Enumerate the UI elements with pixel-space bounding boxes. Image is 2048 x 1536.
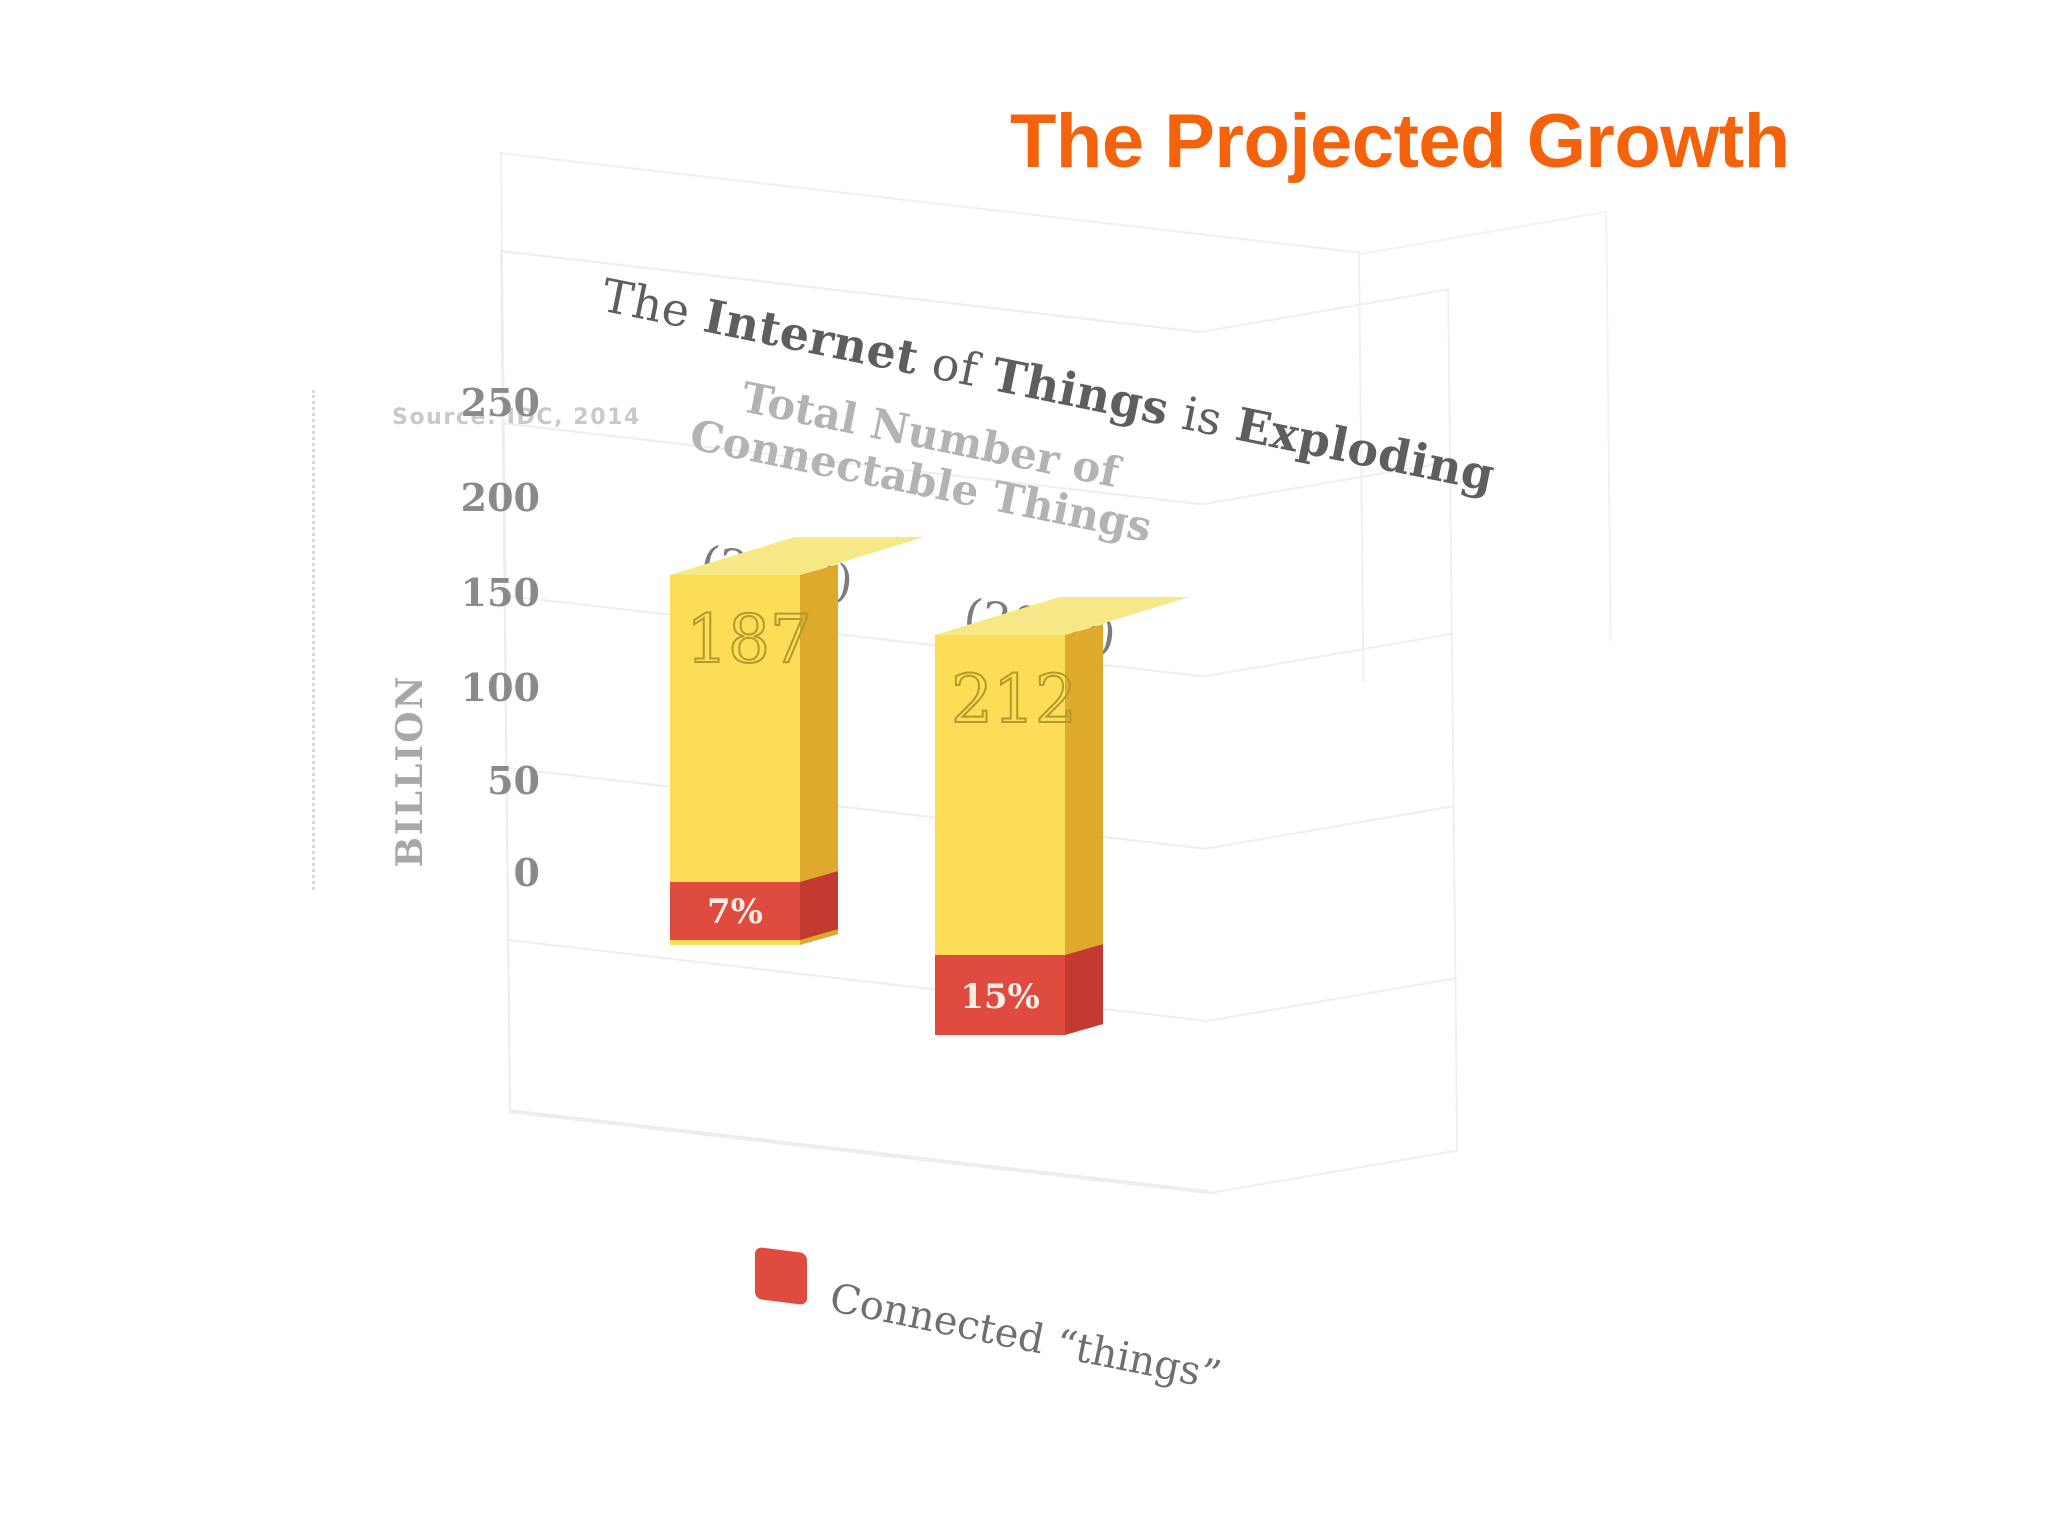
y-tick-150: 150 xyxy=(460,570,540,615)
y-tick-0: 0 xyxy=(513,850,540,895)
bar-2020-value-label: 212 xyxy=(950,660,1078,739)
bar-2013-connected-front xyxy=(670,882,800,940)
y-tick-100: 100 xyxy=(460,665,540,710)
bar-2013-connected-pct-label: 7% xyxy=(707,892,763,932)
bar-2013-connected-side xyxy=(800,871,838,940)
bar-2013-value-label: 187 xyxy=(685,600,813,679)
bar-2020-connected: 15% xyxy=(935,944,1103,1035)
y-tick-250: 250 xyxy=(460,380,540,425)
bar-2013-connected: 7% xyxy=(670,871,838,940)
bar-2020-connected-pct-label: 15% xyxy=(960,977,1040,1017)
axis-dotted-rule xyxy=(312,390,315,890)
y-tick-200: 200 xyxy=(460,475,540,520)
legend-label-connected-things: Connected “things” xyxy=(825,1275,1225,1400)
legend-swatch-connected-things xyxy=(755,1246,807,1306)
bar-2020-connected-front xyxy=(935,955,1065,1035)
page-title: The Projected Growth xyxy=(1010,99,1790,184)
bar-2020-connected-side xyxy=(1065,944,1103,1035)
iot-growth-infographic: Source: IDC, 2014 BILLION 250 200 150 10… xyxy=(312,152,1680,1450)
y-tick-50: 50 xyxy=(487,758,540,803)
